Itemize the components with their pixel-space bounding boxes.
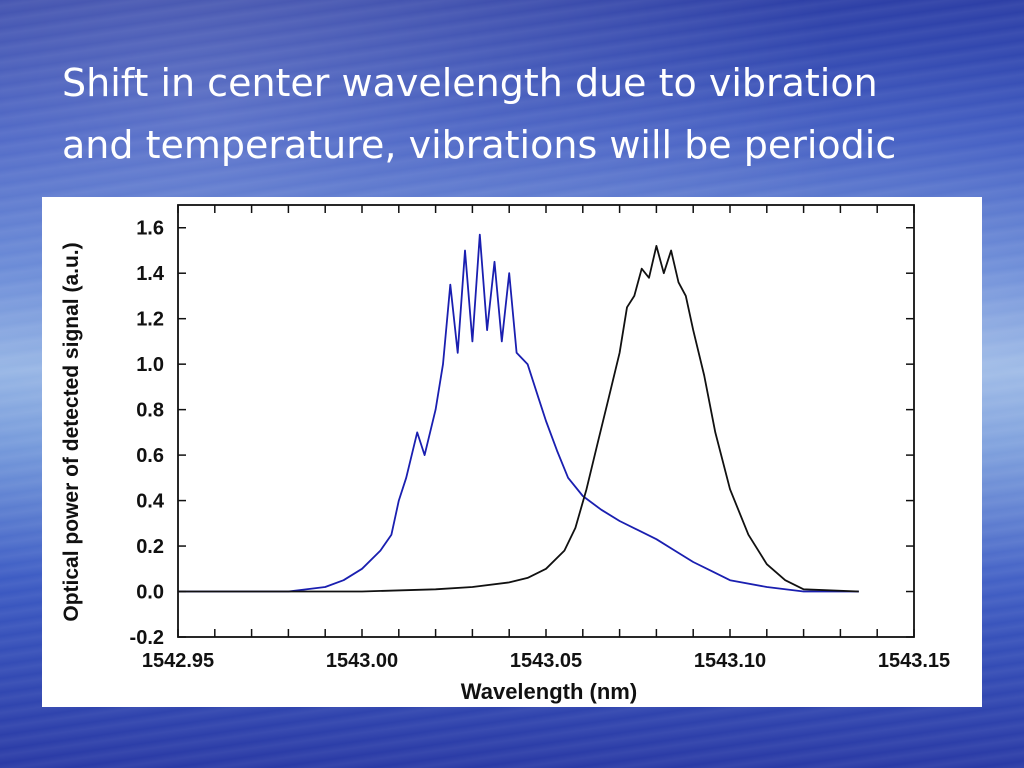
y-tick-label: 0.4: [136, 491, 165, 513]
y-tick-label: 1.0: [136, 354, 164, 376]
x-tick-label: 1543.15: [878, 650, 950, 672]
y-tick-label: 0.0: [136, 582, 164, 604]
slide-title: Shift in center wavelength due to vibrat…: [62, 52, 962, 176]
y-tick-label: 1.2: [136, 309, 164, 331]
title-line-1: Shift in center wavelength due to vibrat…: [62, 61, 878, 105]
y-tick-label: 0.6: [136, 445, 164, 467]
chart-panel: 1.6 1.4 1.2 1.0 0.8 0.6 0.4 0.2 0.0 -0.2 1542.95 15…: [42, 197, 982, 707]
y-axis-label: Optical power of detected signal (a.u.): [60, 242, 83, 621]
x-tick-label: 1543.00: [326, 650, 398, 672]
y-tick-label: 1.6: [136, 218, 164, 240]
y-tick-label: 1.4: [136, 263, 165, 285]
title-line-2: and temperature, vibrations will be peri…: [62, 123, 897, 167]
series-line-black: [178, 245, 859, 593]
x-axis-label: Wavelength (nm): [461, 679, 637, 704]
x-tick-label: 1543.05: [510, 650, 582, 672]
y-tick-label: 0.8: [136, 400, 164, 422]
y-tick-label: -0.2: [130, 627, 164, 649]
series-line-blue: [178, 233, 859, 593]
y-tick-label: 0.2: [136, 536, 164, 558]
x-tick-label: 1543.10: [694, 650, 766, 672]
x-tick-label: 1542.95: [142, 650, 214, 672]
